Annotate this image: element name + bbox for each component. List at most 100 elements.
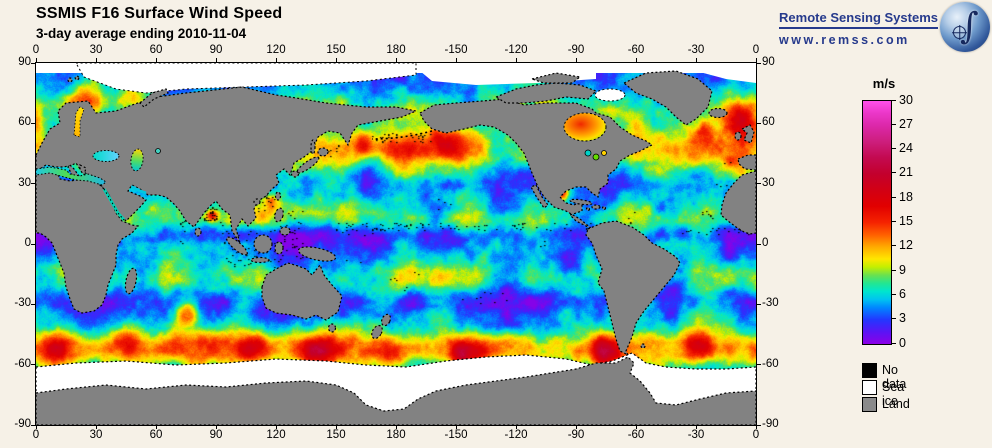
lat-label-left: -30 (14, 297, 31, 310)
page-title: SSMIS F16 Surface Wind Speed (36, 5, 283, 22)
lon-tick-top (635, 58, 637, 62)
colorbar-tick (891, 172, 896, 174)
lon-label-top: 120 (266, 44, 286, 56)
lake-ontario (601, 150, 607, 156)
lat-tick-left (31, 303, 35, 305)
lake-michigan (592, 153, 600, 161)
lon-label-bottom: 150 (326, 429, 346, 441)
map-overlay (36, 63, 756, 425)
colorbar-tick-label: 6 (899, 286, 906, 301)
lat-label-right: -30 (762, 297, 779, 310)
lat-tick-left (31, 424, 35, 426)
land-honshu (296, 156, 320, 174)
lat-tick-left (31, 62, 35, 64)
colorbar-tick-label: 3 (899, 311, 906, 326)
lon-tick-top (515, 58, 517, 62)
land-luzon (274, 207, 284, 223)
land-tasmania (327, 323, 337, 333)
land-taiwan (274, 191, 282, 201)
land-nz-south (371, 324, 383, 340)
land-cuba (569, 198, 593, 206)
land-sulawesi (274, 241, 284, 255)
colorbar-tick (891, 99, 896, 101)
land-greenland (622, 70, 713, 126)
land-australia (261, 262, 343, 321)
lon-tick-top (455, 58, 457, 62)
lat-tick-left (31, 243, 35, 245)
lon-tick-top (35, 58, 37, 62)
lon-label-top: -60 (627, 44, 645, 56)
colorbar-tick (891, 196, 896, 198)
colorbar-tick-label: 18 (899, 189, 913, 204)
land-iberia-wrap (737, 154, 756, 171)
land-svalbard (67, 77, 73, 83)
colorbar-tick (891, 245, 896, 247)
sea-baltic (73, 106, 85, 138)
lat-tick-right (757, 303, 761, 305)
lon-label-bottom: 180 (386, 429, 406, 441)
sea-ice-arctic-east (75, 63, 417, 94)
land-south-america (585, 220, 681, 357)
land-canadian-arctic-2 (529, 72, 582, 84)
brand-block: Remote Sensing Systems www.remss.com (779, 9, 938, 47)
lon-label-top: 150 (326, 44, 346, 56)
lon-tick-top (155, 58, 157, 62)
colorbar-tick-label: 30 (899, 92, 913, 107)
lat-tick-right (757, 364, 761, 366)
lon-label-bottom: 90 (209, 429, 223, 441)
lon-label-top: 60 (149, 44, 163, 56)
lat-label-right: 90 (762, 56, 775, 68)
brand-url[interactable]: www.remss.com (779, 33, 910, 47)
lat-tick-right (757, 62, 761, 64)
land-kyushu (290, 170, 300, 178)
lat-label-right: -60 (762, 357, 779, 370)
brand-name: Remote Sensing Systems (779, 10, 938, 29)
land-new-guinea (297, 246, 337, 262)
colorbar-tick (891, 293, 896, 295)
lon-label-bottom: -60 (627, 429, 645, 441)
land-antarctica (36, 356, 756, 425)
land-west-africa-wrap (720, 170, 756, 235)
earth-globe-integral-icon: ∫ (940, 2, 990, 52)
lon-label-top: 0 (752, 44, 760, 56)
lat-label-right: 60 (762, 116, 775, 129)
lon-tick-bottom (695, 425, 697, 429)
colorbar-tick-label: 15 (899, 214, 913, 228)
lon-label-bottom: -120 (504, 429, 528, 441)
land-borneo (253, 234, 273, 254)
sea-black-sea (92, 150, 120, 162)
lon-tick-bottom (635, 425, 637, 429)
lon-tick-bottom (455, 425, 457, 429)
lon-tick-bottom (755, 425, 757, 429)
crosshair-icon (953, 26, 966, 39)
lat-label-left: 60 (18, 116, 31, 129)
legend-label: No data (882, 363, 907, 391)
sea-ice-arctic-greenland (676, 63, 756, 83)
lon-label-top: -90 (567, 44, 585, 56)
land-hainan (253, 198, 261, 206)
lon-tick-bottom (335, 425, 337, 429)
land-ireland (734, 131, 742, 141)
lat-label-right: 30 (762, 176, 775, 189)
lon-tick-bottom (275, 425, 277, 429)
land-mindanao (279, 226, 291, 236)
lon-tick-bottom (395, 425, 397, 429)
land-canadian-arctic (494, 82, 598, 104)
lon-label-bottom: 120 (266, 429, 286, 441)
lat-label-left: 30 (18, 176, 31, 189)
colorbar-tick (891, 148, 896, 150)
lon-label-bottom: 0 (32, 429, 40, 441)
lat-label-left: 90 (18, 56, 31, 68)
colorbar-tick (891, 342, 896, 344)
lat-tick-left (31, 364, 35, 366)
legend-label: Land (882, 397, 910, 411)
colorbar-tick (891, 318, 896, 320)
lon-tick-top (215, 58, 217, 62)
legend-swatch-no-data (862, 363, 877, 378)
sea-aral (155, 148, 161, 154)
colorbar-tick-label: 12 (899, 238, 913, 253)
land-falklands (640, 343, 646, 349)
lon-tick-top (575, 58, 577, 62)
lon-tick-top (695, 58, 697, 62)
colorbar-tick-label: 9 (899, 262, 906, 277)
